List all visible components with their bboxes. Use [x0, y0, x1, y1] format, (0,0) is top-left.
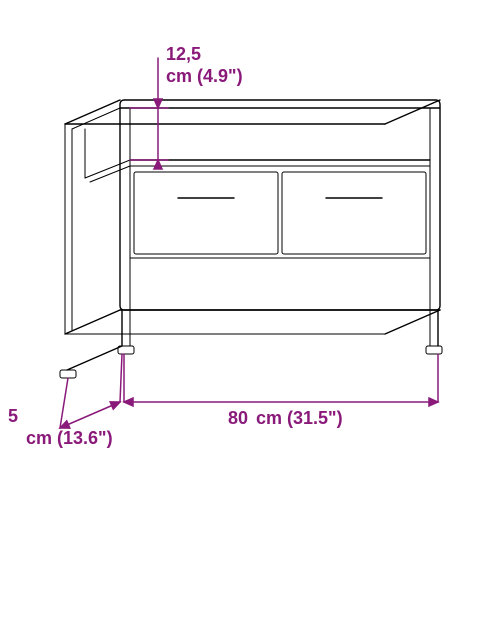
cabinet-drawing: [60, 100, 442, 378]
dim-depth-unit: cm (13.6"): [26, 428, 113, 448]
dim-depth-value: 5: [8, 406, 18, 426]
dim-width-value: 80: [228, 408, 248, 428]
dim-shelf-value: 12,5: [166, 44, 201, 64]
dim-shelf-unit: cm (4.9"): [166, 66, 243, 86]
dim-width-unit: cm (31.5"): [256, 408, 343, 428]
furniture-dimension-diagram: 12,5 cm (4.9") 5 cm (13.6") 80 cm (31.5"…: [0, 0, 500, 641]
dimension-shelf-height: 12,5 cm (4.9"): [130, 44, 243, 169]
dimension-width: 80 cm (31.5"): [124, 354, 438, 428]
dimension-depth: 5 cm (13.6"): [8, 354, 122, 448]
